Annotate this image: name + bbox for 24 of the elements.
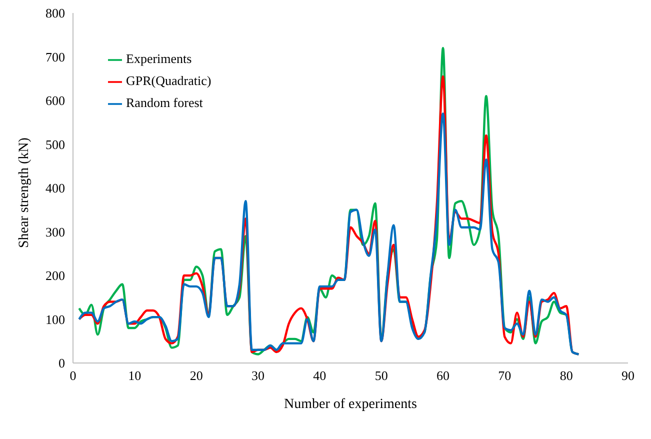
x-tick-label: 60 [436, 368, 450, 384]
y-tick-label: 700 [46, 49, 65, 64]
x-tick-label: 50 [374, 368, 388, 384]
y-tick-label: 300 [46, 224, 65, 240]
x-axis-title: Number of experiments [284, 397, 417, 412]
x-tick-label: 80 [560, 368, 573, 384]
y-tick-label: 400 [46, 180, 65, 196]
y-tick-label: 500 [46, 136, 65, 152]
y-tick-label: 100 [46, 312, 65, 327]
legend-label: GPR(Quadratic) [126, 73, 212, 88]
y-tick-label: 200 [46, 268, 65, 284]
legend-label: Experiments [126, 51, 192, 66]
x-tick-label: 30 [252, 368, 264, 384]
x-tick-label: 0 [70, 368, 76, 384]
y-tick-label: 0 [58, 356, 65, 371]
y-tick-label: 800 [46, 6, 65, 21]
x-tick-label: 40 [313, 368, 326, 384]
x-tick-label: 70 [498, 368, 512, 384]
x-tick-label: 20 [190, 368, 203, 384]
x-tick-label: 10 [128, 368, 142, 384]
y-axis-title: Shear strength (kN) [16, 137, 32, 248]
x-tick-label: 90 [622, 368, 634, 384]
legend-label: Random forest [126, 95, 203, 110]
y-tick-label: 600 [46, 93, 65, 108]
